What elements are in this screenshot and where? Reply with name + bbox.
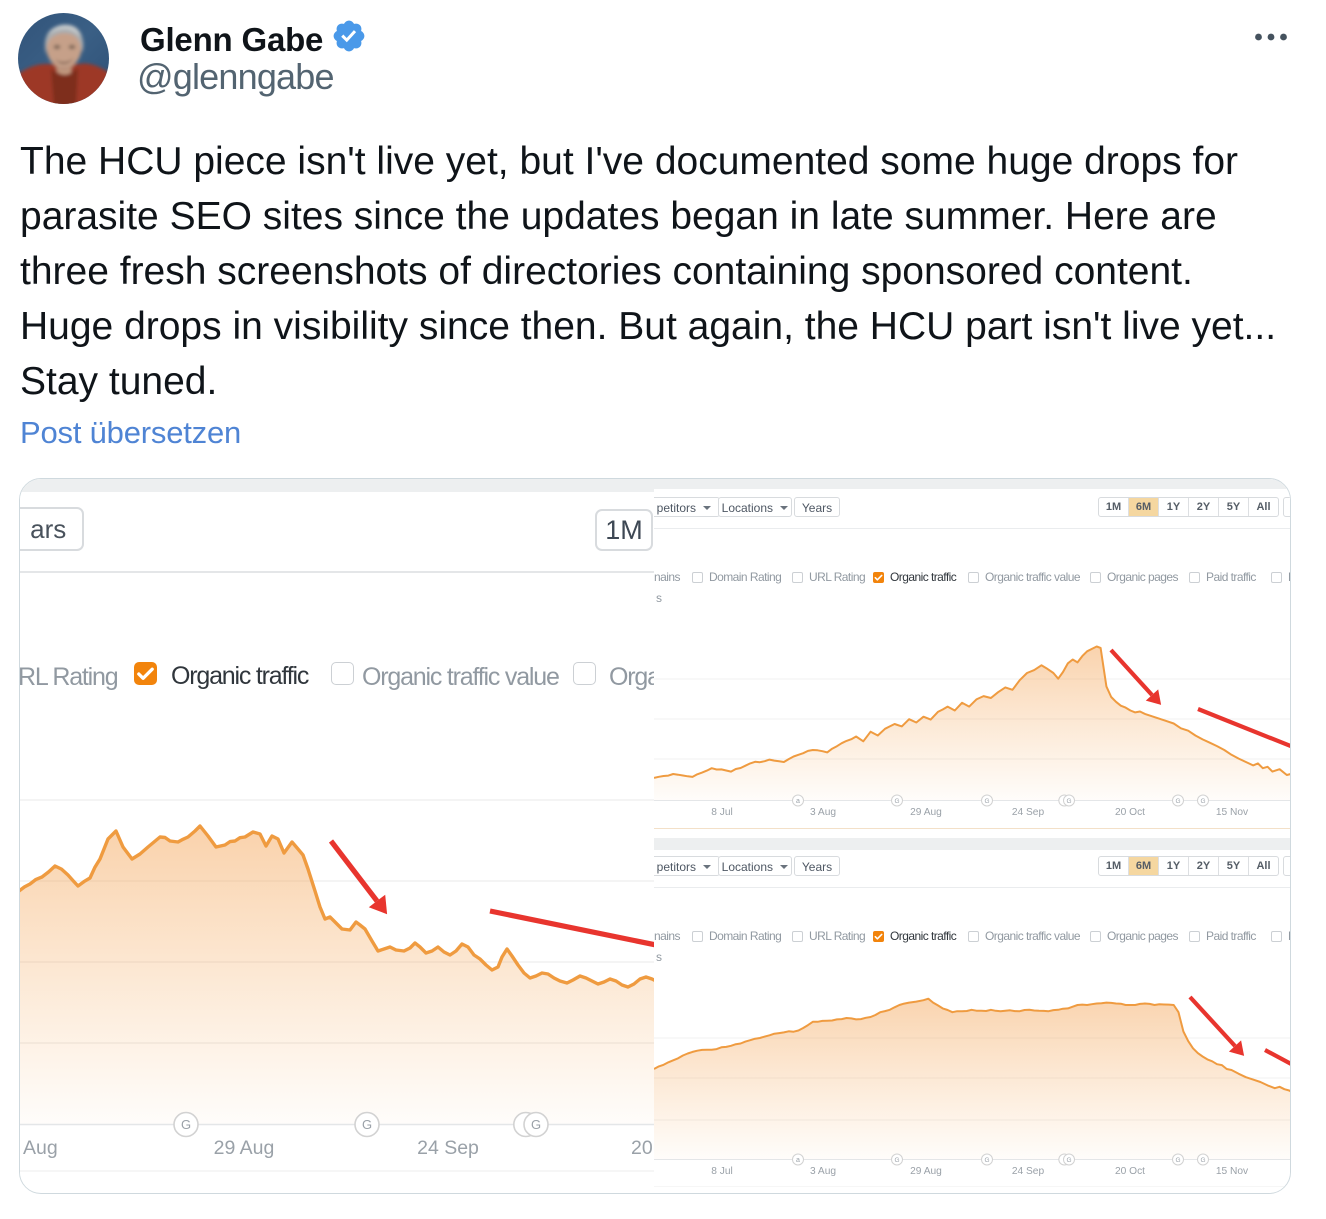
svg-text:29 Aug: 29 Aug (910, 807, 942, 818)
svg-text:a: a (796, 798, 800, 805)
svg-text:G: G (1175, 798, 1180, 805)
svg-text:29 Aug: 29 Aug (910, 1166, 942, 1177)
svg-text:24 Sep: 24 Sep (417, 1137, 479, 1159)
svg-text:24 Sep: 24 Sep (1012, 1166, 1045, 1177)
svg-text:29 Aug: 29 Aug (214, 1137, 275, 1159)
svg-text:G: G (1066, 1157, 1071, 1164)
svg-text:a: a (796, 1157, 800, 1164)
svg-text:G: G (894, 1157, 899, 1164)
svg-text:G: G (1200, 1157, 1205, 1164)
svg-text:G: G (181, 1117, 191, 1132)
svg-text:G: G (1200, 798, 1205, 805)
svg-text:Aug: Aug (23, 1137, 58, 1159)
svg-text:G: G (1066, 798, 1071, 805)
svg-text:15 Nov: 15 Nov (1216, 807, 1249, 818)
svg-text:3 Aug: 3 Aug (810, 807, 836, 818)
svg-text:20 Oct: 20 Oct (1115, 1166, 1145, 1177)
svg-text:G: G (531, 1117, 541, 1132)
svg-text:G: G (1175, 1157, 1180, 1164)
svg-text:G: G (984, 1157, 989, 1164)
svg-text:3 Aug: 3 Aug (810, 1166, 836, 1177)
svg-text:20: 20 (631, 1137, 653, 1159)
svg-text:15 Nov: 15 Nov (1216, 1166, 1249, 1177)
svg-text:G: G (984, 798, 989, 805)
svg-text:G: G (894, 798, 899, 805)
svg-text:8 Jul: 8 Jul (711, 1166, 733, 1177)
svg-text:G: G (362, 1117, 372, 1132)
svg-text:24 Sep: 24 Sep (1012, 807, 1045, 818)
svg-text:8 Jul: 8 Jul (711, 807, 733, 818)
svg-text:20 Oct: 20 Oct (1115, 807, 1145, 818)
